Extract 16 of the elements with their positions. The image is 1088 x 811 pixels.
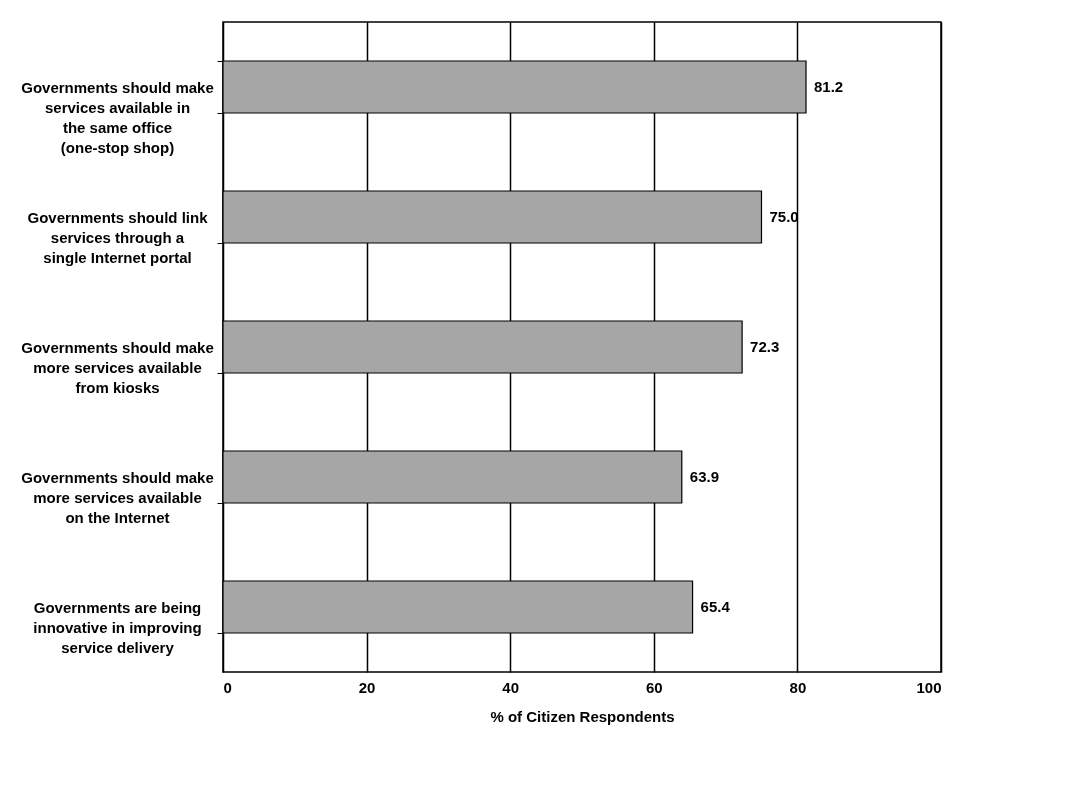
y-tick-label: Governments should link services through a single Internet portal (27, 208, 209, 266)
x-tick-label: 0 (223, 678, 232, 696)
x-tick-label: 80 (789, 678, 807, 696)
data-label: 63.9 (689, 468, 720, 485)
x-axis-title: % of Citizen Respondents (490, 707, 675, 725)
y-tick-label: Governments are being innovative in improving service delivery (33, 598, 202, 656)
x-tick-label: 60 (645, 678, 663, 696)
y-tick-label: Governments should make services available in the same office (one-stop shop) (21, 78, 214, 156)
data-label: 72.3 (750, 338, 780, 355)
x-tick-label: 40 (502, 678, 520, 696)
x-tick-label: 20 (358, 678, 376, 696)
x-tick-label: 100 (916, 678, 942, 696)
y-tick-label: Governments should make more services available from kiosks (21, 338, 214, 396)
data-label: 81.2 (814, 78, 844, 95)
data-label: 65.4 (700, 598, 731, 615)
y-tick-label: Governments should make more services available on the Internet (21, 468, 214, 526)
